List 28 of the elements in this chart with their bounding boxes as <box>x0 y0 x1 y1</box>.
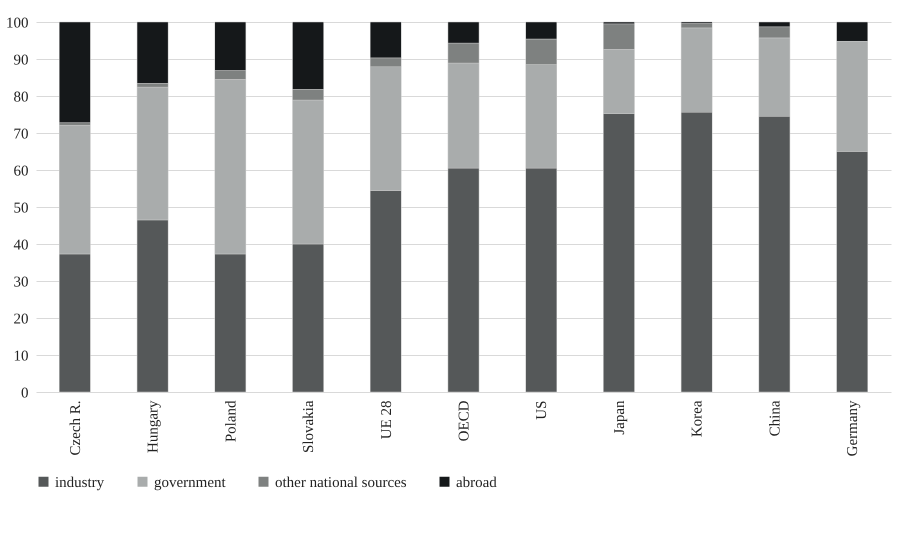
y-tick-label: 60 <box>14 164 28 180</box>
legend-label: abroad <box>456 474 498 491</box>
y-tick-label: 10 <box>14 348 28 364</box>
x-tick-label: Korea <box>690 400 706 438</box>
y-tick-label: 80 <box>14 90 28 106</box>
x-tick-label: Germany <box>845 400 862 456</box>
x-tick-label: Japan <box>612 400 628 435</box>
x-tick-label: UE 28 <box>378 400 395 440</box>
y-tick-label: 40 <box>14 238 28 254</box>
legend-label: other national sources <box>275 474 407 491</box>
x-tick-label: Hungary <box>146 400 162 453</box>
y-tick-label: 20 <box>14 312 28 328</box>
x-tick-label: Poland <box>223 400 240 442</box>
x-tick-label: US <box>534 400 550 420</box>
bar <box>136 22 168 84</box>
x-tick-label: Slovakia <box>301 400 318 453</box>
legend-label: industry <box>55 474 105 491</box>
bar <box>59 22 91 123</box>
y-tick-label: 70 <box>14 126 28 142</box>
y-tick-label: 90 <box>14 52 28 68</box>
y-tick-label: 30 <box>14 274 28 290</box>
x-tick-label: OECD <box>456 400 472 442</box>
x-tick-label: China <box>767 400 784 436</box>
y-tick-label: 100 <box>6 16 28 32</box>
y-tick-label: 0 <box>21 386 28 402</box>
x-tick-label: Czech R. <box>68 400 84 456</box>
legend-label: government <box>154 474 226 491</box>
y-tick-label: 50 <box>14 200 28 216</box>
